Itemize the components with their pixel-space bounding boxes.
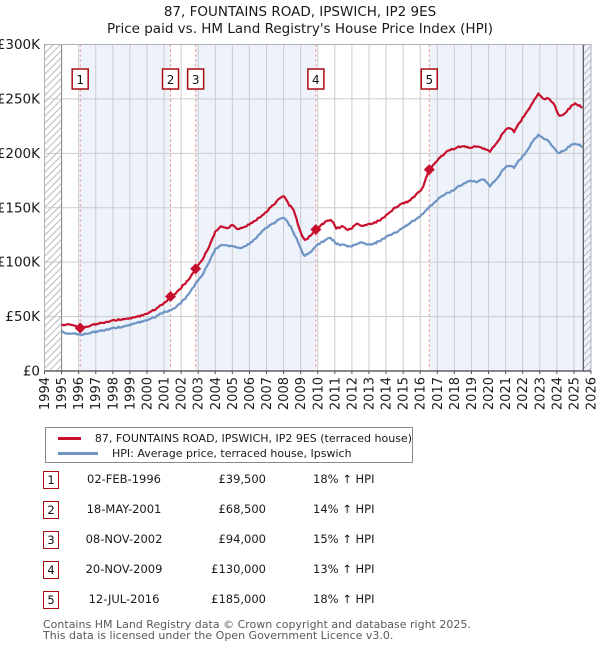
sale-number-badge: 1 [43,471,59,489]
x-tick-label: 2018 [448,377,463,410]
x-tick-label: 2016 [414,377,429,410]
sale-price: £39,500 [218,472,266,486]
x-tick-label: 2019 [465,377,480,410]
sale-number-badge: 5 [43,591,59,609]
x-axis-labels: 1994 1995 1996 1997 1998 1999 2000 2001 2002 2003… [38,377,600,410]
x-tick-label: 2006 [243,377,258,410]
x-tick-label: 2022 [516,377,531,410]
y-tick-label: £200K [0,146,41,162]
legend-item-price: 87, FOUNTAINS ROAD, IPSWICH, IP2 9ES (te… [46,430,412,446]
sale-hpi-delta: 18% ↑ HPI [313,472,375,486]
sale-hpi-delta: 14% ↑ HPI [313,502,375,516]
table-row: 2 18-MAY-2001 £68,500 14% ↑ HPI [43,501,563,520]
x-tick-label: 1999 [123,377,138,410]
price-chart: 1 2 3 4 5 £0 £50K £100K £150K £200K £250K £300K 1994… [0,37,600,410]
price-line-swatch [58,436,81,440]
sale-number-badge: 3 [43,531,59,549]
x-tick-label: 1996 [72,377,87,410]
chart-title: 87, FOUNTAINS ROAD, IPSWICH, IP2 9ES [163,4,437,20]
y-tick-label: £250K [0,91,41,107]
sale-number-label: 4 [312,73,320,87]
sale-number-badge: 2 [43,501,59,519]
x-tick-label: 2014 [380,377,395,410]
x-tick-label: 2001 [158,377,173,410]
table-row: 1 02-FEB-1996 £39,500 18% ↑ HPI [43,471,563,490]
plot-border [44,44,592,374]
y-axis-labels: £0 £50K £100K £150K £200K £250K £300K [0,37,41,380]
hpi-series-line [61,133,583,336]
x-tick-label: 1994 [38,377,53,410]
chart-subtitle: Price paid vs. HM Land Registry's House … [107,21,493,37]
x-tick-label: 2008 [277,377,292,410]
license-line-2: This data is licensed under the Open Gov… [43,629,394,642]
x-tick-label: 2004 [209,377,224,410]
hpi-line-swatch [58,451,98,455]
sale-number-label: 3 [192,73,200,87]
y-tick-label: £150K [0,200,41,216]
x-tick-label: 1997 [89,377,104,410]
price-series-line [61,92,583,330]
sale-diamond-marker [190,263,202,275]
legend-item-hpi: HPI: Average price, terraced house, Ipsw… [46,445,412,461]
x-tick-label: 2010 [311,377,326,410]
x-tick-label: 2017 [431,377,446,410]
sale-diamond-marker [165,290,177,302]
license-note: Contains HM Land Registry data © Crown c… [43,619,583,641]
legend-label-price: 87, FOUNTAINS ROAD, IPSWICH, IP2 9ES (te… [94,431,412,445]
sale-hpi-delta: 15% ↑ HPI [313,532,375,546]
x-tick-label: 2015 [397,377,412,410]
x-tick-label: 2023 [533,377,548,410]
x-tick-label: 2011 [328,377,343,410]
sale-markers [74,164,435,334]
x-tick-label: 2007 [260,377,275,410]
y-tick-label: £0 [23,364,40,380]
sale-hpi-delta: 18% ↑ HPI [313,592,375,606]
y-tick-label: £50K [5,309,41,325]
sale-price: £130,000 [211,562,266,576]
table-row: 5 12-JUL-2016 £185,000 18% ↑ HPI [43,591,563,610]
sale-diamond-marker [74,322,86,334]
x-tick-label: 2021 [499,377,514,410]
x-tick-label: 2024 [550,377,565,410]
sale-number-label: 1 [76,73,84,87]
x-tick-label: 2009 [294,377,309,410]
sale-date: 20-NOV-2009 [85,562,163,576]
sale-date: 02-FEB-1996 [87,472,161,486]
table-row: 3 08-NOV-2002 £94,000 15% ↑ HPI [43,531,563,550]
table-row: 4 20-NOV-2009 £130,000 13% ↑ HPI [43,561,563,580]
sale-price: £68,500 [218,502,266,516]
sale-diamond-marker [310,224,322,236]
sale-number-label: 2 [167,73,175,87]
x-tick-label: 2012 [345,377,360,410]
sale-date: 12-JUL-2016 [88,592,160,606]
x-tick-label: 2013 [362,377,377,410]
x-tick-label: 2003 [192,377,207,410]
sale-number-label: 5 [425,73,433,87]
sale-date: 08-NOV-2002 [85,532,163,546]
x-tick-label: 2026 [585,377,600,410]
x-tick-label: 1995 [55,377,70,410]
sale-number-badge: 4 [43,561,59,579]
no-data-hatch [44,44,591,371]
x-tick-label: 2025 [567,377,582,410]
x-tick-label: 2002 [175,377,190,410]
legend-label-hpi: HPI: Average price, terraced house, Ipsw… [112,446,352,460]
x-tick-label: 2005 [226,377,241,410]
y-tick-label: £300K [0,37,41,53]
sale-number-boxes: 1 2 3 4 5 [71,68,439,90]
y-tick-label: £100K [0,255,41,271]
sale-hpi-delta: 13% ↑ HPI [313,562,375,576]
sale-price: £185,000 [211,592,266,606]
license-line-1: Contains HM Land Registry data © Crown c… [43,618,471,631]
x-tick-label: 2020 [482,377,497,410]
chart-legend: 87, FOUNTAINS ROAD, IPSWICH, IP2 9ES (te… [45,427,413,463]
sale-date: 18-MAY-2001 [86,502,162,516]
sale-price: £94,000 [218,532,266,546]
x-tick-label: 2000 [140,377,155,410]
sale-diamond-marker [423,164,435,176]
x-tick-label: 1998 [106,377,121,410]
